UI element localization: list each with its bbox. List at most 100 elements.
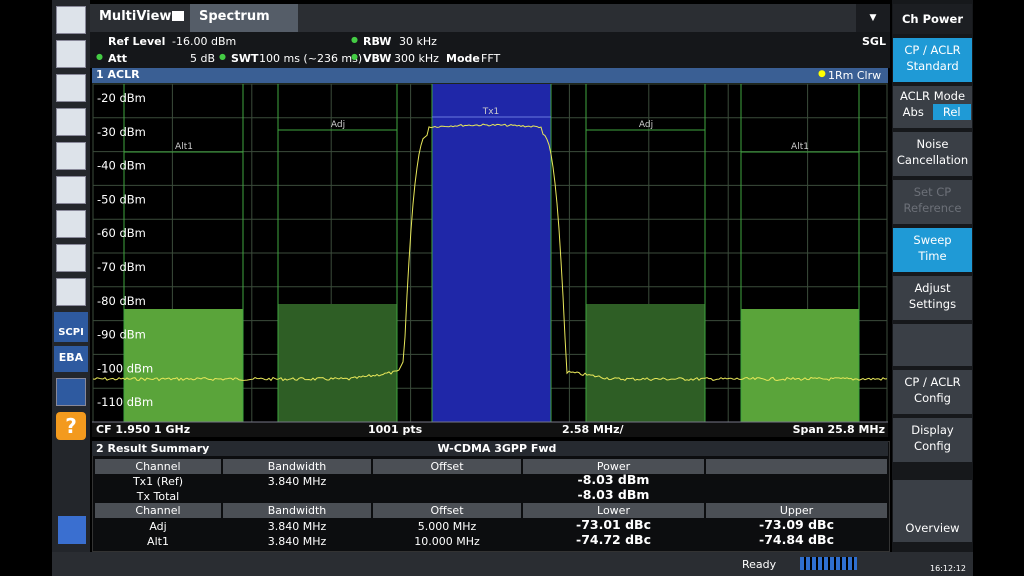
result-title-bar xyxy=(92,441,888,456)
offset: 10.000 MHz xyxy=(414,535,480,548)
softkey[interactable]: Adjust Settings xyxy=(893,276,972,320)
softkey-label: Noise xyxy=(916,137,949,151)
zoom-off-button[interactable] xyxy=(56,176,86,204)
lower: -74.72 dBc xyxy=(576,532,651,547)
adj-label: Adj xyxy=(331,120,345,130)
channel: Alt1 xyxy=(147,535,169,548)
channel: Tx Total xyxy=(136,490,180,503)
softkey-label: Config xyxy=(914,439,951,453)
y-axis-label: -100 dBm xyxy=(97,361,153,375)
dot: ● xyxy=(219,52,226,61)
softkey-label: Cancellation xyxy=(896,153,969,167)
alt1-label: Alt1 xyxy=(175,142,193,152)
swt-label: SWT xyxy=(231,52,259,65)
diagram-footer xyxy=(92,422,888,437)
y-axis-label: -60 dBm xyxy=(97,226,146,240)
softkey-label: CP / ACLR xyxy=(904,43,961,57)
screenshot-button[interactable] xyxy=(56,6,86,34)
offset: 5.000 MHz xyxy=(417,520,477,533)
center-frequency: CF 1.950 1 GHz xyxy=(96,423,190,436)
softkey[interactable]: Sweep Time xyxy=(893,228,972,272)
sgl: SGL xyxy=(862,35,886,48)
bandwidth: 3.840 MHz xyxy=(267,520,327,533)
dot: ● xyxy=(351,35,358,44)
softkey-label: ACLR Mode xyxy=(899,89,966,103)
y-axis-label: -50 dBm xyxy=(97,192,146,206)
softkey-title: Ch Power xyxy=(893,4,972,34)
softkey[interactable]: CP / ACLR Config xyxy=(893,370,972,414)
y-axis-label: -40 dBm xyxy=(97,159,146,173)
softkey-empty[interactable] xyxy=(893,324,972,366)
softkey-label: Config xyxy=(914,391,951,405)
att: 5 dB xyxy=(190,52,216,65)
diagram-title: 1 ACLR xyxy=(96,68,140,81)
multiview-tab[interactable]: MultiView xyxy=(99,9,172,24)
col-header: Offset xyxy=(373,503,521,518)
upper: -73.09 dBc xyxy=(759,517,834,532)
softkey-label: CP / ACLR xyxy=(904,375,961,389)
col-header: Bandwidth xyxy=(223,459,371,474)
col-header: Channel xyxy=(95,459,221,474)
channel: Tx1 (Ref) xyxy=(132,475,184,488)
softkey-label: Adjust xyxy=(914,281,951,295)
col-header: Channel xyxy=(95,503,221,518)
rbw: 30 kHz xyxy=(399,35,437,48)
softkey-label: Overview xyxy=(905,521,960,535)
zoom-1-1-button[interactable] xyxy=(56,210,86,238)
vbw-label: VBW xyxy=(363,52,392,65)
softkey-label: Set CP xyxy=(913,185,952,199)
scpi-button[interactable]: SCPI xyxy=(54,312,88,342)
softkey-label: Settings xyxy=(908,297,957,311)
softkey[interactable]: Display Config xyxy=(893,418,972,462)
y-axis-label: -80 dBm xyxy=(97,294,146,308)
swt: 100 ms (~236 ms) xyxy=(259,52,363,65)
tab-menu[interactable]: ▼ xyxy=(856,4,890,32)
col-header: Power xyxy=(523,459,704,474)
spectrum-tab[interactable]: Spectrum xyxy=(199,9,270,24)
zoom-button[interactable] xyxy=(56,108,86,136)
ref-level-label: Ref Level xyxy=(108,35,166,48)
save-button[interactable] xyxy=(56,74,86,102)
softkey-label: Reference xyxy=(903,201,962,215)
help-pointer-button[interactable] xyxy=(56,378,86,406)
softkey[interactable]: CP / ACLR Standard xyxy=(893,38,972,82)
result-title: 2 Result Summary xyxy=(96,442,210,455)
windows-button[interactable] xyxy=(58,516,86,544)
softkey[interactable]: Set CP Reference xyxy=(893,180,972,224)
multiview-icon xyxy=(172,11,184,21)
time: 16:12:12 xyxy=(930,564,966,573)
undo-button[interactable] xyxy=(56,278,86,306)
overview-button[interactable]: Overview xyxy=(893,480,972,542)
open-button[interactable] xyxy=(56,40,86,68)
trace xyxy=(92,123,888,382)
y-axis-label: -90 dBm xyxy=(97,328,146,342)
trace-info: 1Rm Clrw xyxy=(828,69,882,82)
help-button[interactable]: ? xyxy=(56,412,86,440)
col-header: Bandwidth xyxy=(223,503,371,518)
div: 2.58 MHz/ xyxy=(562,423,625,436)
option-abs[interactable]: Abs xyxy=(894,104,933,120)
rbw-label: RBW xyxy=(363,35,392,48)
full-screen-button[interactable] xyxy=(56,244,86,272)
adj-label: Adj xyxy=(639,120,653,130)
alt1-upper-channel xyxy=(741,309,859,422)
softkey-label: Time xyxy=(918,249,947,263)
col-header xyxy=(706,459,887,474)
zoom-multi-button[interactable] xyxy=(56,142,86,170)
tx1-label: Tx1 xyxy=(482,107,500,117)
span: Span 25.8 MHz xyxy=(793,423,885,436)
option-rel[interactable]: Rel xyxy=(932,104,971,120)
softkey[interactable]: Noise Cancellation xyxy=(893,132,972,176)
channel: Adj xyxy=(149,520,167,533)
softkey-label: Display xyxy=(911,423,954,437)
eba-button[interactable]: EBA xyxy=(54,346,88,372)
result-standard: W-CDMA 3GPP Fwd xyxy=(437,442,557,455)
softkey[interactable]: ACLR Mode Abs Rel xyxy=(893,86,972,128)
ref-level: -16.00 dBm xyxy=(172,35,237,48)
vbw: 300 kHz xyxy=(394,52,439,65)
dot: ● xyxy=(351,52,358,61)
adj-lower-channel xyxy=(278,304,397,422)
col-header: Offset xyxy=(373,459,521,474)
